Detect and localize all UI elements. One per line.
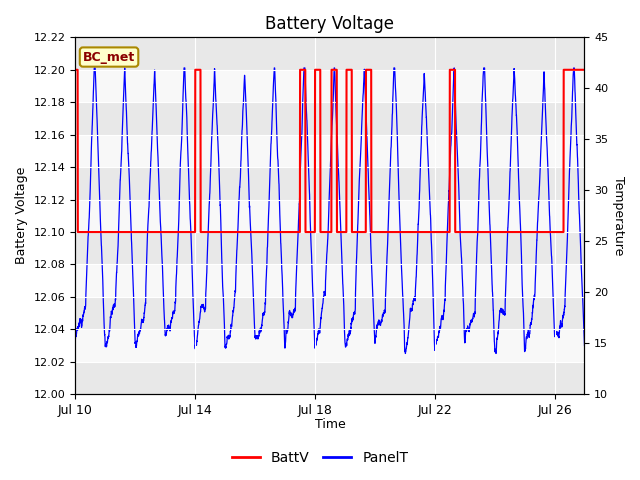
Bar	[76, 329, 584, 362]
Y-axis label: Battery Voltage: Battery Voltage	[15, 167, 28, 264]
Bar	[76, 264, 584, 297]
Bar	[76, 37, 584, 70]
Bar	[76, 167, 584, 200]
Bar	[76, 200, 584, 232]
Title: Battery Voltage: Battery Voltage	[266, 15, 394, 33]
X-axis label: Time: Time	[314, 419, 345, 432]
Bar	[76, 232, 584, 264]
Bar	[76, 362, 584, 394]
Bar	[76, 297, 584, 329]
Legend: BattV, PanelT: BattV, PanelT	[226, 445, 414, 471]
Bar	[76, 70, 584, 102]
Bar	[76, 102, 584, 135]
Text: BC_met: BC_met	[83, 50, 135, 63]
Bar	[76, 135, 584, 167]
Y-axis label: Temperature: Temperature	[612, 176, 625, 255]
